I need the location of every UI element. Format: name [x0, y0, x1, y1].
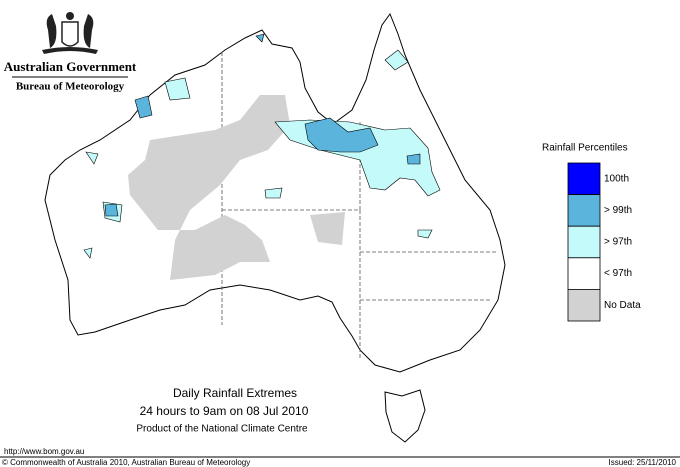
legend-swatch	[567, 162, 601, 196]
legend-swatch	[567, 194, 601, 227]
legend-label: No Data	[604, 300, 641, 311]
no-data-areas	[128, 95, 345, 280]
footer-url: http://www.bom.gov.au	[4, 447, 84, 456]
footer-copyright: © Commonwealth of Australia 2010, Austra…	[2, 458, 250, 467]
legend-swatch	[567, 288, 601, 322]
caption-title: Daily Rainfall Extremes	[173, 386, 297, 400]
footer-issued: Issued: 25/11/2010	[609, 458, 677, 467]
caption-period: 24 hours to 9am on 08 Jul 2010	[140, 404, 309, 418]
legend-label: < 97th	[604, 268, 632, 279]
legend-swatch	[567, 225, 601, 259]
legend-label: > 97th	[604, 237, 632, 248]
caption-product: Product of the National Climate Centre	[136, 424, 308, 435]
legend-swatch	[567, 257, 601, 290]
legend: 100th > 99th > 97th < 97th No Data	[567, 162, 641, 322]
legend-title: Rainfall Percentiles	[542, 143, 628, 154]
agency: Bureau of Meteorology	[16, 81, 125, 93]
above-99th-areas	[104, 33, 421, 217]
legend-label: 100th	[604, 173, 629, 184]
emblem	[42, 12, 98, 54]
tasmania	[384, 389, 426, 443]
organization: Australian Government	[4, 59, 137, 74]
australia-map	[44, 12, 506, 443]
legend-label: > 99th	[604, 205, 632, 216]
state-border	[359, 210, 498, 358]
